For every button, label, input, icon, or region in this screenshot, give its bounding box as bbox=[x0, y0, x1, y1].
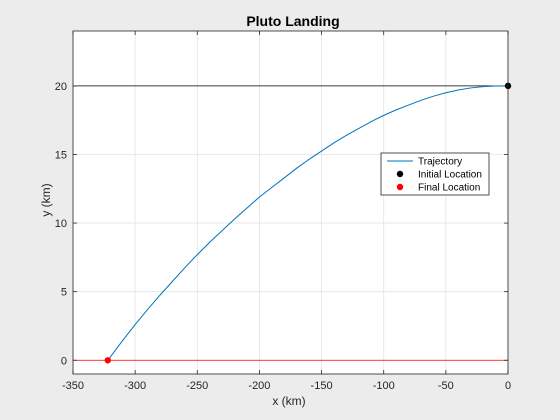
legend-label: Trajectory bbox=[418, 157, 462, 168]
x-tick-label: -200 bbox=[248, 380, 270, 392]
x-tick-label: -250 bbox=[186, 380, 208, 392]
y-tick-label: 5 bbox=[61, 287, 67, 299]
legend-marker-swatch bbox=[396, 183, 404, 191]
y-tick-label: 10 bbox=[55, 218, 67, 230]
x-tick-label: -100 bbox=[373, 380, 395, 392]
trajectory-line bbox=[107, 85, 509, 361]
x-tick-label: -350 bbox=[62, 380, 84, 392]
x-axis-label: x (km) bbox=[272, 394, 305, 408]
axes-box bbox=[72, 30, 509, 375]
legend: Trajectory Initial Location Final Location bbox=[380, 152, 490, 196]
chart-title: Pluto Landing bbox=[246, 13, 339, 29]
reference-lines bbox=[73, 85, 508, 361]
y-tick-label: 0 bbox=[61, 355, 67, 367]
x-tick-label: 0 bbox=[505, 380, 511, 392]
final-location-marker bbox=[104, 357, 112, 364]
y-tick-label: 20 bbox=[55, 81, 67, 93]
legend-label: Initial Location bbox=[418, 170, 482, 181]
y-axis-label: y (km) bbox=[39, 183, 53, 216]
x-tick-label: -150 bbox=[311, 380, 333, 392]
y-tick-label: 15 bbox=[55, 149, 67, 161]
x-tick-label: -300 bbox=[124, 380, 146, 392]
x-tick-label: -50 bbox=[438, 380, 454, 392]
ticks: -350 -300 -250 -200 -150 -100 -50 0 0 5 10 15 20 bbox=[55, 31, 511, 392]
series-layer bbox=[104, 82, 512, 364]
legend-marker-swatch bbox=[396, 170, 404, 178]
plot-area bbox=[73, 31, 508, 374]
legend-label: Final Location bbox=[418, 183, 480, 194]
